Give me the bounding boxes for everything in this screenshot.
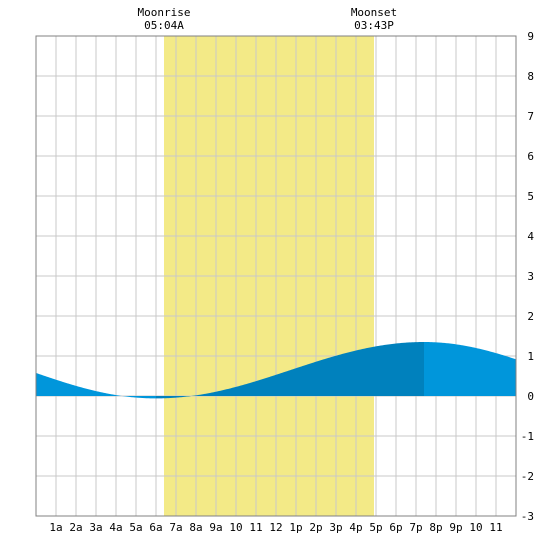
x-tick-label: 6p bbox=[389, 521, 402, 534]
tide-layer bbox=[36, 342, 516, 399]
x-tick-label: 7p bbox=[409, 521, 422, 534]
x-tick-label: 7a bbox=[169, 521, 182, 534]
y-tick-label: 7 bbox=[527, 110, 534, 123]
moon-annotation-label: Moonset bbox=[351, 6, 397, 19]
x-tick-label: 12 bbox=[269, 521, 282, 534]
x-tick-label: 4a bbox=[109, 521, 122, 534]
tide-area-rising bbox=[156, 342, 424, 399]
x-tick-label: 1p bbox=[289, 521, 302, 534]
x-tick-label: 8a bbox=[189, 521, 202, 534]
y-tick-labels: -3 -2 -1 0 1 2 3 4 5 6 7 8 9 bbox=[521, 30, 535, 523]
tide-area-falling bbox=[424, 342, 516, 396]
y-tick-label: 8 bbox=[527, 70, 534, 83]
x-tick-label: 10 bbox=[469, 521, 482, 534]
x-tick-labels: 1a 2a 3a 4a 5a 6a 7a 8a 9a 10 11 12 1p 2p 3p 4p 5p 6p 7p 8p… bbox=[49, 521, 502, 534]
y-tick-label: 3 bbox=[527, 270, 534, 283]
x-tick-label: 9a bbox=[209, 521, 222, 534]
y-tick-label: 2 bbox=[527, 310, 534, 323]
x-tick-label: 9p bbox=[449, 521, 462, 534]
moon-annotation-time: 03:43P bbox=[354, 19, 394, 32]
tide-area-falling bbox=[36, 372, 156, 399]
x-tick-label: 11 bbox=[249, 521, 262, 534]
y-tick-label: 6 bbox=[527, 150, 534, 163]
x-tick-label: 5p bbox=[369, 521, 382, 534]
y-tick-label: -2 bbox=[521, 470, 534, 483]
y-tick-label: -3 bbox=[521, 510, 534, 523]
x-tick-label: 8p bbox=[429, 521, 442, 534]
y-tick-label: 4 bbox=[527, 230, 534, 243]
x-tick-label: 6a bbox=[149, 521, 162, 534]
y-tick-label: 9 bbox=[527, 30, 534, 43]
x-tick-label: 5a bbox=[129, 521, 142, 534]
x-tick-label: 2p bbox=[309, 521, 322, 534]
y-tick-label: 0 bbox=[527, 390, 534, 403]
y-tick-label: -1 bbox=[521, 430, 534, 443]
x-tick-label: 3a bbox=[89, 521, 102, 534]
y-tick-label: 1 bbox=[527, 350, 534, 363]
x-tick-label: 3p bbox=[329, 521, 342, 534]
plot-frame bbox=[35, 35, 517, 517]
x-tick-label: 11 bbox=[489, 521, 502, 534]
moon-annotation-label: Moonrise bbox=[138, 6, 191, 19]
y-tick-label: 5 bbox=[527, 190, 534, 203]
x-tick-label: 2a bbox=[69, 521, 82, 534]
grid-layer bbox=[36, 36, 516, 516]
moon-annotation-time: 05:04A bbox=[144, 19, 184, 32]
x-tick-label: 4p bbox=[349, 521, 362, 534]
x-tick-label: 1a bbox=[49, 521, 62, 534]
x-tick-label: 10 bbox=[229, 521, 242, 534]
